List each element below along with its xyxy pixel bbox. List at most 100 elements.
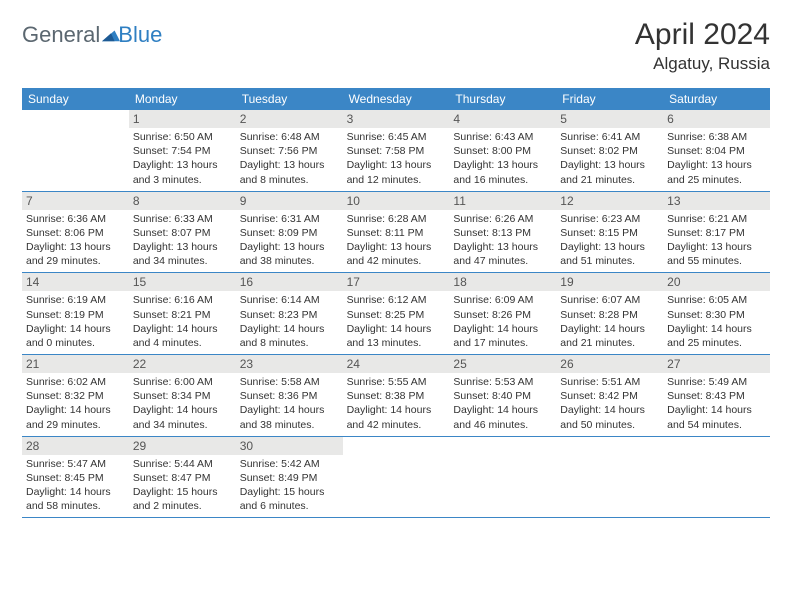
day-line: Sunset: 8:49 PM xyxy=(240,471,339,485)
day-line: and 47 minutes. xyxy=(453,254,552,268)
day-line: and 42 minutes. xyxy=(347,418,446,432)
day-body: Sunrise: 6:05 AMSunset: 8:30 PMDaylight:… xyxy=(663,291,770,354)
day-line: Daylight: 14 hours xyxy=(347,322,446,336)
day-line: and 58 minutes. xyxy=(26,499,125,513)
day-line: Sunrise: 6:00 AM xyxy=(133,375,232,389)
day-line: Sunset: 8:06 PM xyxy=(26,226,125,240)
day-body: Sunrise: 6:16 AMSunset: 8:21 PMDaylight:… xyxy=(129,291,236,354)
day-line: Sunrise: 5:44 AM xyxy=(133,457,232,471)
dow-row: Sunday Monday Tuesday Wednesday Thursday… xyxy=(22,88,770,110)
day-cell: 11Sunrise: 6:26 AMSunset: 8:13 PMDayligh… xyxy=(449,192,556,273)
location-label: Algatuy, Russia xyxy=(635,54,770,74)
day-number: 10 xyxy=(343,192,450,210)
day-line: Daylight: 13 hours xyxy=(667,240,766,254)
day-number: 3 xyxy=(343,110,450,128)
day-body xyxy=(663,455,770,515)
brand-logo: General Blue xyxy=(22,22,162,48)
day-line: Daylight: 14 hours xyxy=(453,322,552,336)
day-line: Daylight: 13 hours xyxy=(560,240,659,254)
day-line: Daylight: 14 hours xyxy=(240,403,339,417)
day-line: Daylight: 14 hours xyxy=(26,403,125,417)
day-line: Sunset: 8:42 PM xyxy=(560,389,659,403)
day-line: Daylight: 14 hours xyxy=(453,403,552,417)
day-number xyxy=(449,437,556,455)
calendar: Sunday Monday Tuesday Wednesday Thursday… xyxy=(22,88,770,518)
day-number: 18 xyxy=(449,273,556,291)
day-cell: 21Sunrise: 6:02 AMSunset: 8:32 PMDayligh… xyxy=(22,355,129,436)
day-line: Sunset: 8:34 PM xyxy=(133,389,232,403)
day-line: Sunrise: 6:07 AM xyxy=(560,293,659,307)
day-body xyxy=(343,455,450,515)
day-line: Sunset: 8:38 PM xyxy=(347,389,446,403)
day-cell: 26Sunrise: 5:51 AMSunset: 8:42 PMDayligh… xyxy=(556,355,663,436)
week-row: 14Sunrise: 6:19 AMSunset: 8:19 PMDayligh… xyxy=(22,273,770,355)
day-cell: 2Sunrise: 6:48 AMSunset: 7:56 PMDaylight… xyxy=(236,110,343,191)
day-body xyxy=(22,128,129,188)
day-line: Sunset: 8:11 PM xyxy=(347,226,446,240)
day-line: Sunrise: 6:41 AM xyxy=(560,130,659,144)
weeks-container: 1Sunrise: 6:50 AMSunset: 7:54 PMDaylight… xyxy=(22,110,770,518)
day-number: 8 xyxy=(129,192,236,210)
day-line: and 51 minutes. xyxy=(560,254,659,268)
day-line: Daylight: 13 hours xyxy=(133,240,232,254)
day-line: Sunset: 8:40 PM xyxy=(453,389,552,403)
day-number: 16 xyxy=(236,273,343,291)
day-line: Sunset: 8:17 PM xyxy=(667,226,766,240)
day-line: Daylight: 14 hours xyxy=(133,403,232,417)
day-line: Daylight: 13 hours xyxy=(453,240,552,254)
day-line: Sunset: 8:19 PM xyxy=(26,308,125,322)
week-row: 21Sunrise: 6:02 AMSunset: 8:32 PMDayligh… xyxy=(22,355,770,437)
day-number: 23 xyxy=(236,355,343,373)
day-line: and 34 minutes. xyxy=(133,418,232,432)
month-title: April 2024 xyxy=(635,18,770,52)
day-body xyxy=(556,455,663,515)
day-cell: 12Sunrise: 6:23 AMSunset: 8:15 PMDayligh… xyxy=(556,192,663,273)
day-cell: 29Sunrise: 5:44 AMSunset: 8:47 PMDayligh… xyxy=(129,437,236,518)
day-line: Daylight: 14 hours xyxy=(26,485,125,499)
day-cell: 10Sunrise: 6:28 AMSunset: 8:11 PMDayligh… xyxy=(343,192,450,273)
day-line: Sunrise: 5:55 AM xyxy=(347,375,446,389)
day-cell: 15Sunrise: 6:16 AMSunset: 8:21 PMDayligh… xyxy=(129,273,236,354)
day-line: and 8 minutes. xyxy=(240,336,339,350)
dow-tuesday: Tuesday xyxy=(236,88,343,110)
day-cell xyxy=(343,437,450,518)
day-body: Sunrise: 6:19 AMSunset: 8:19 PMDaylight:… xyxy=(22,291,129,354)
day-body: Sunrise: 6:28 AMSunset: 8:11 PMDaylight:… xyxy=(343,210,450,273)
day-line: Sunrise: 6:48 AM xyxy=(240,130,339,144)
day-body: Sunrise: 5:42 AMSunset: 8:49 PMDaylight:… xyxy=(236,455,343,518)
day-line: Sunset: 8:02 PM xyxy=(560,144,659,158)
day-body: Sunrise: 6:26 AMSunset: 8:13 PMDaylight:… xyxy=(449,210,556,273)
day-cell: 27Sunrise: 5:49 AMSunset: 8:43 PMDayligh… xyxy=(663,355,770,436)
day-body: Sunrise: 6:23 AMSunset: 8:15 PMDaylight:… xyxy=(556,210,663,273)
day-number: 27 xyxy=(663,355,770,373)
day-line: Sunset: 8:21 PM xyxy=(133,308,232,322)
day-line: and 2 minutes. xyxy=(133,499,232,513)
day-line: Daylight: 14 hours xyxy=(240,322,339,336)
day-line: Sunrise: 5:42 AM xyxy=(240,457,339,471)
day-number: 1 xyxy=(129,110,236,128)
day-line: Daylight: 13 hours xyxy=(347,158,446,172)
day-line: and 17 minutes. xyxy=(453,336,552,350)
day-line: Sunrise: 6:31 AM xyxy=(240,212,339,226)
day-body: Sunrise: 5:55 AMSunset: 8:38 PMDaylight:… xyxy=(343,373,450,436)
day-body: Sunrise: 6:02 AMSunset: 8:32 PMDaylight:… xyxy=(22,373,129,436)
day-body: Sunrise: 5:53 AMSunset: 8:40 PMDaylight:… xyxy=(449,373,556,436)
day-line: Sunrise: 6:33 AM xyxy=(133,212,232,226)
day-body: Sunrise: 6:36 AMSunset: 8:06 PMDaylight:… xyxy=(22,210,129,273)
day-line: and 42 minutes. xyxy=(347,254,446,268)
day-number: 28 xyxy=(22,437,129,455)
day-line: and 46 minutes. xyxy=(453,418,552,432)
day-number: 20 xyxy=(663,273,770,291)
day-line: and 0 minutes. xyxy=(26,336,125,350)
day-line: Sunrise: 6:05 AM xyxy=(667,293,766,307)
day-body: Sunrise: 6:45 AMSunset: 7:58 PMDaylight:… xyxy=(343,128,450,191)
day-body: Sunrise: 5:51 AMSunset: 8:42 PMDaylight:… xyxy=(556,373,663,436)
day-line: Sunrise: 5:49 AM xyxy=(667,375,766,389)
day-body: Sunrise: 6:07 AMSunset: 8:28 PMDaylight:… xyxy=(556,291,663,354)
dow-monday: Monday xyxy=(129,88,236,110)
day-cell: 9Sunrise: 6:31 AMSunset: 8:09 PMDaylight… xyxy=(236,192,343,273)
day-line: Sunset: 8:47 PM xyxy=(133,471,232,485)
day-cell: 17Sunrise: 6:12 AMSunset: 8:25 PMDayligh… xyxy=(343,273,450,354)
day-line: Daylight: 14 hours xyxy=(560,403,659,417)
day-number: 5 xyxy=(556,110,663,128)
